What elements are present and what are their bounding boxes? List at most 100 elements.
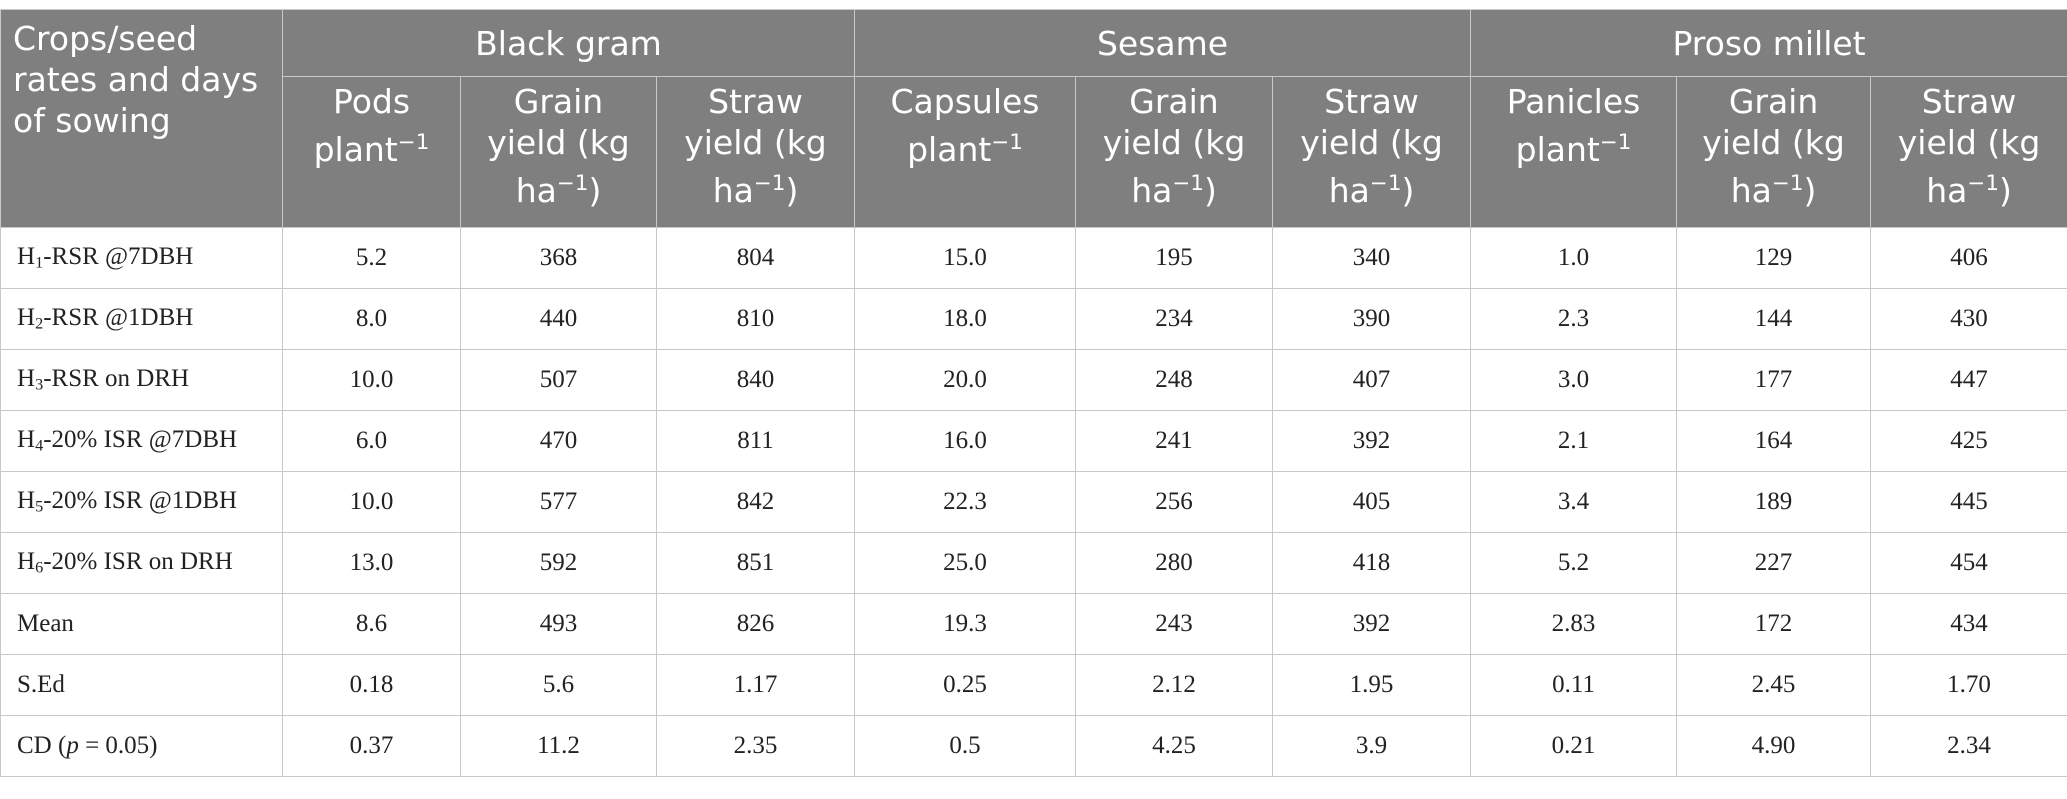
cell: 22.3 [854, 471, 1077, 533]
text-main: H [17, 365, 36, 393]
cell: 10.0 [282, 471, 461, 533]
header-row: Crops/seed rates and days of sowing Black… [0, 9, 2067, 228]
data-table: Crops/seed rates and days of sowing Black… [0, 9, 2067, 777]
column-header: Panicles plant−1 [1470, 76, 1678, 228]
text-sup: −1 [1599, 130, 1632, 155]
text-main: Grain yield (kg ha [1102, 82, 1246, 210]
text-sup: −1 [991, 130, 1023, 155]
cell: 4.25 [1075, 715, 1274, 777]
table-row: H1-RSR @7DBH 5.2 368 804 15.0 195 340 1.0 129 406 [0, 227, 2067, 289]
cell: 592 [460, 532, 657, 594]
cell: 434 [1870, 593, 2067, 655]
cell: 25.0 [854, 532, 1077, 594]
cell: 5.2 [282, 227, 461, 289]
row-label: H3-RSR on DRH [0, 349, 283, 411]
row-label: H4-20% ISR @7DBH [0, 410, 283, 472]
cell: 16.0 [854, 410, 1077, 472]
table-row: H5-20% ISR @1DBH 10.0 577 842 22.3 256 405 3.4 1… [0, 471, 2067, 533]
header-text: Straw yield (kg ha−1) [1887, 81, 2052, 211]
text-main: H [17, 243, 36, 271]
text-main: Straw yield (kg ha [1300, 82, 1443, 210]
cell: 1.95 [1272, 654, 1472, 716]
column-header: Capsules plant−1 [854, 76, 1077, 228]
text-sub: 4 [35, 436, 44, 455]
cell: 2.12 [1075, 654, 1274, 716]
text-sup: −1 [1172, 171, 1204, 196]
cell: 129 [1676, 227, 1872, 289]
cell: 811 [655, 410, 856, 472]
text-main: S.Ed [17, 671, 65, 698]
column-header: Straw yield (kg ha−1) [1272, 76, 1472, 228]
text-main: Straw yield (kg ha [684, 82, 827, 210]
header-text: Grain yield (kg ha−1) [476, 81, 641, 211]
text-tail: ) [785, 171, 799, 210]
text-sup: −1 [753, 171, 786, 196]
cell: 1.0 [1470, 227, 1678, 289]
cell: 804 [655, 227, 856, 289]
row-label: H1-RSR @7DBH [0, 227, 283, 289]
table-row: H6-20% ISR on DRH 13.0 592 851 25.0 280 418 5.2… [0, 532, 2067, 594]
cell: 3.4 [1470, 471, 1678, 533]
column-header: Grain yield (kg ha−1) [1676, 76, 1872, 228]
header-text: Straw yield (kg ha−1) [1289, 81, 1454, 211]
cell: 177 [1676, 349, 1872, 411]
text-tail: ) [1803, 171, 1817, 210]
text-tail: ) [588, 171, 602, 210]
text-main: Straw yield (kg ha [1897, 82, 2041, 210]
cell: 144 [1676, 288, 1872, 350]
cell: 470 [460, 410, 657, 472]
cell: 2.3 [1470, 288, 1678, 350]
text-tail: ) [1998, 171, 2012, 210]
cell: 445 [1870, 471, 2067, 533]
text-tail: -20% ISR @1DBH [43, 487, 238, 515]
text-main: Mean [17, 610, 74, 637]
cell: 340 [1272, 227, 1472, 289]
header-text: Pods plant−1 [289, 81, 454, 170]
text-main: H [17, 548, 36, 576]
cell: 430 [1870, 288, 2067, 350]
cell: 840 [655, 349, 856, 411]
cell: 243 [1075, 593, 1274, 655]
text-main: Capsules plant [890, 82, 1040, 169]
cell: 2.35 [655, 715, 856, 777]
cell: 18.0 [854, 288, 1077, 350]
cell: 5.6 [460, 654, 657, 716]
text-sub: 3 [35, 375, 44, 394]
table-row: Mean 8.6 493 826 19.3 243 392 2.83 172 434 [0, 593, 2067, 655]
cell: 425 [1870, 410, 2067, 472]
cell: 234 [1075, 288, 1274, 350]
text-sup: −1 [1771, 171, 1804, 196]
cell: 4.90 [1676, 715, 1872, 777]
text-main: H [17, 426, 36, 454]
cell: 454 [1870, 532, 2067, 594]
header-text: Capsules plant−1 [883, 81, 1048, 170]
cell: 0.18 [282, 654, 461, 716]
cell: 0.11 [1470, 654, 1678, 716]
table-row: CD (p = 0.05) 0.37 11.2 2.35 0.5 4.25 3.9 0.21 4… [0, 715, 2067, 777]
subheader-row: Pods plant−1 Grain yield (kg ha−1) Straw y… [1, 76, 2067, 228]
cell: 0.21 [1470, 715, 1678, 777]
group-header: Black gram [281, 9, 856, 77]
cell: 2.45 [1676, 654, 1872, 716]
table-row: H3-RSR on DRH 10.0 507 840 20.0 248 407 3.0 177 4… [0, 349, 2067, 411]
text-sup: −1 [556, 171, 589, 196]
cell: 577 [460, 471, 657, 533]
header-text: Grain yield (kg ha−1) [1092, 81, 1257, 211]
cell: 2.1 [1470, 410, 1678, 472]
cell: 10.0 [282, 349, 461, 411]
table-head: Crops/seed rates and days of sowing Black… [0, 9, 2067, 228]
text-main: H [17, 304, 36, 332]
text-main: Panicles plant [1506, 82, 1641, 169]
header-text: Grain yield (kg ha−1) [1691, 81, 1856, 211]
cell: 842 [655, 471, 856, 533]
column-header: Straw yield (kg ha−1) [655, 76, 856, 228]
cell: 256 [1075, 471, 1274, 533]
text-sub: 2 [35, 314, 44, 333]
cell: 810 [655, 288, 856, 350]
text-sup: −1 [1967, 171, 1999, 196]
cell: 1.70 [1870, 654, 2067, 716]
column-header: Straw yield (kg ha−1) [1870, 76, 2067, 228]
column-header: Grain yield (kg ha−1) [1075, 76, 1274, 228]
cell: 19.3 [854, 593, 1077, 655]
